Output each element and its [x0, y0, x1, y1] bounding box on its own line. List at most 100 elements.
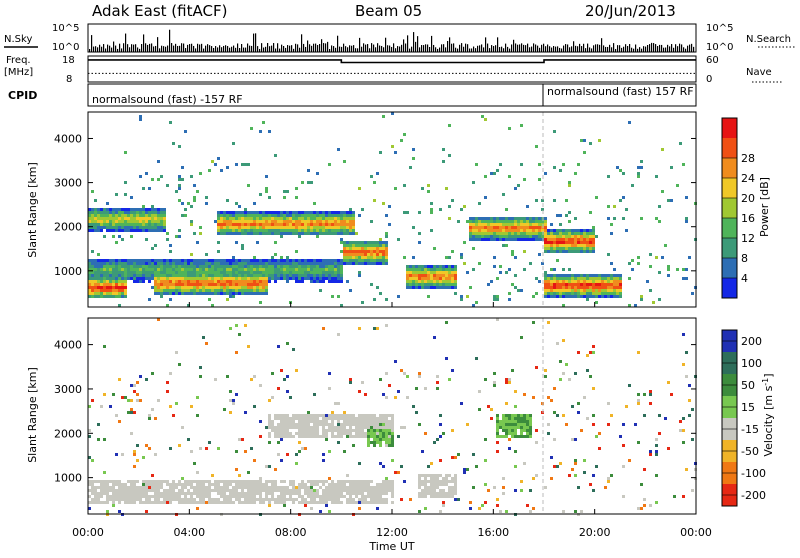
velocity-cell	[307, 489, 310, 492]
velocity-cell	[361, 486, 364, 489]
power-cell	[544, 217, 547, 220]
velocity-cell	[358, 480, 361, 483]
power-cell	[607, 286, 610, 289]
velocity-cell	[100, 405, 103, 408]
velocity-cell	[373, 489, 376, 492]
cpid-segment-1: normalsound (fast) -157 RF	[92, 93, 243, 106]
power-cell	[100, 286, 103, 289]
power-cell	[547, 232, 550, 235]
power-cell	[259, 217, 262, 220]
sky-count-bar	[407, 35, 409, 52]
power-cell	[115, 208, 118, 211]
velocity-cell	[379, 417, 382, 420]
velocity-cell	[379, 429, 382, 432]
power-cell	[133, 262, 136, 265]
velocity-cell	[91, 399, 94, 402]
power-cell	[202, 289, 205, 292]
power-cell	[193, 232, 196, 235]
velocity-cell	[151, 501, 154, 504]
sky-count-bar	[683, 47, 685, 52]
velocity-cell	[688, 414, 691, 417]
power-cell	[88, 226, 91, 229]
sky-count-bar	[473, 46, 475, 52]
velocity-cell	[142, 501, 145, 504]
velocity-cell	[184, 498, 187, 501]
velocity-cell	[136, 495, 139, 498]
velocity-cell	[346, 423, 349, 426]
velocity-cell	[553, 387, 556, 390]
velocity-cell	[418, 486, 421, 489]
power-cell	[379, 238, 382, 241]
velocity-cell	[241, 480, 244, 483]
power-cell	[202, 286, 205, 289]
power-cell	[232, 280, 235, 283]
power-cell	[160, 175, 163, 178]
power-cell	[304, 217, 307, 220]
power-cell	[115, 226, 118, 229]
power-cell	[229, 265, 232, 268]
power-cell	[181, 283, 184, 286]
power-cell	[223, 283, 226, 286]
velocity-cell	[526, 417, 529, 420]
power-cell	[379, 253, 382, 256]
power-cell	[583, 283, 586, 286]
power-cell	[349, 211, 352, 214]
velocity-cell	[232, 480, 235, 483]
power-cell	[289, 232, 292, 235]
velocity-cell	[319, 414, 322, 417]
power-cell	[211, 289, 214, 292]
velocity-cell	[442, 480, 445, 483]
power-cell	[238, 283, 241, 286]
power-cell	[271, 256, 274, 259]
velocity-cell	[337, 498, 340, 501]
velocity-cell	[97, 495, 100, 498]
power-cell	[262, 265, 265, 268]
velocity-cell	[379, 441, 382, 444]
power-cell	[229, 289, 232, 292]
power-cell	[502, 235, 505, 238]
power-cell	[310, 214, 313, 217]
sky-count-bar	[629, 44, 631, 52]
velocity-cell	[388, 429, 391, 432]
velocity-cell	[223, 498, 226, 501]
x-axis-ticks: 00:00 04:00 08:00 12:00 16:00 20:00 00:00	[72, 302, 712, 539]
power-cell	[232, 232, 235, 235]
power-cell	[247, 226, 250, 229]
power-cell	[130, 262, 133, 265]
power-cell	[484, 223, 487, 226]
sky-count-bar	[647, 45, 649, 52]
power-cell	[226, 229, 229, 232]
velocity-cell	[223, 483, 226, 486]
velocity-cell	[121, 483, 124, 486]
power-cell	[199, 277, 202, 280]
power-cell	[496, 235, 499, 238]
power-cell	[229, 211, 232, 214]
sky-count-bar	[319, 43, 321, 52]
power-cell	[487, 217, 490, 220]
power-cell	[157, 292, 160, 295]
power-cell	[352, 223, 355, 226]
power-cell	[136, 226, 139, 229]
cpid-panel-frame	[87, 83, 697, 107]
velocity-cell	[115, 483, 118, 486]
velocity-cell	[457, 498, 460, 501]
velocity-cell	[115, 414, 118, 417]
velocity-cell	[316, 501, 319, 504]
velocity-cell	[358, 390, 361, 393]
velocity-cell	[154, 498, 157, 501]
power-cell	[289, 268, 292, 271]
velocity-cell	[340, 483, 343, 486]
power-cell	[382, 250, 385, 253]
sky-count-bar	[401, 44, 403, 52]
power-cell	[337, 262, 340, 265]
velocity-cell	[133, 411, 136, 414]
velocity-cell	[373, 429, 376, 432]
power-cell	[97, 220, 100, 223]
velocity-cell	[97, 423, 100, 426]
power-cell	[328, 274, 331, 277]
power-cell	[577, 241, 580, 244]
velocity-cell	[250, 378, 253, 381]
velocity-cell	[388, 414, 391, 417]
velocity-cell	[517, 423, 520, 426]
power-cell	[202, 283, 205, 286]
